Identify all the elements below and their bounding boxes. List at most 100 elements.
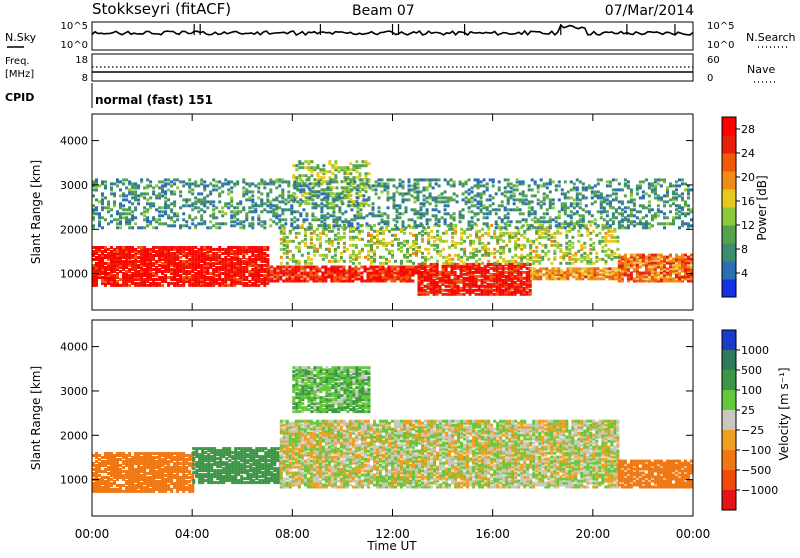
power-data-cell — [523, 244, 526, 247]
power-data-cell — [128, 246, 131, 249]
power-data-cell — [155, 226, 158, 229]
power-data-cell — [613, 240, 616, 243]
power-data-cell — [493, 262, 496, 265]
power-data-cell — [514, 260, 517, 263]
power-data-cell — [490, 224, 493, 227]
power-data-cell — [287, 190, 290, 193]
power-data-cell — [332, 198, 335, 201]
nsky-label: N.Sky — [5, 31, 37, 44]
power-data-cell — [251, 216, 254, 219]
power-data-cell — [248, 270, 251, 273]
power-data-cell — [480, 200, 483, 203]
power-data-cell — [567, 214, 570, 217]
power-data-cell — [402, 198, 405, 201]
power-data-cell — [511, 260, 514, 263]
power-data-cell — [535, 260, 538, 263]
power-data-cell — [173, 246, 176, 249]
power-data-cell — [391, 240, 394, 243]
power-data-cell — [309, 266, 312, 269]
power-data-cell — [173, 220, 176, 223]
power-data-cell — [280, 242, 283, 245]
power-data-cell — [194, 246, 197, 249]
power-data-cell — [565, 234, 568, 237]
power-data-cell — [347, 182, 350, 185]
power-data-cell — [460, 260, 463, 263]
power-data-cell — [564, 180, 567, 183]
power-data-cell — [382, 230, 385, 233]
power-data-cell — [403, 254, 406, 257]
power-data-cell — [355, 192, 358, 195]
power-data-cell — [182, 184, 185, 187]
power-data-cell — [376, 230, 379, 233]
power-data-cell — [471, 200, 474, 203]
power-data-cell — [474, 212, 477, 215]
power-data-cell — [589, 224, 592, 227]
power-data-cell — [475, 254, 478, 257]
power-data-cell — [270, 278, 273, 281]
power-data-cell — [546, 220, 549, 223]
power-data-cell — [257, 222, 260, 225]
power-data-cell — [612, 220, 615, 223]
power-data-cell — [346, 172, 349, 175]
power-data-cell — [591, 186, 594, 189]
power-data-cell — [233, 206, 236, 209]
power-data-cell — [474, 178, 477, 181]
power-data-cell — [454, 242, 457, 245]
power-data-cell — [200, 214, 203, 217]
power-data-cell — [364, 266, 367, 269]
power-data-cell — [414, 178, 417, 181]
power-data-cell — [307, 246, 310, 249]
power-data-cell — [445, 240, 448, 243]
power-data-cell — [663, 222, 666, 225]
power-data-cell — [152, 186, 155, 189]
power-data-cell — [311, 206, 314, 209]
power-data-cell — [230, 246, 233, 249]
power-data-cell — [365, 172, 368, 175]
power-data-cell — [526, 238, 529, 241]
power-data-cell — [573, 222, 576, 225]
power-data-cell — [125, 186, 128, 189]
power-data-cell — [286, 262, 289, 265]
power-data-cell — [367, 240, 370, 243]
power-data-cell — [493, 293, 496, 296]
power-data-cell — [426, 218, 429, 221]
power-data-cell — [600, 210, 603, 213]
power-data-cell — [317, 218, 320, 221]
power-data-cell — [597, 210, 600, 213]
power-data-cell — [444, 212, 447, 215]
power-data-cell — [356, 210, 359, 213]
power-data-cell — [272, 180, 275, 183]
power-data-cell — [514, 254, 517, 257]
power-data-cell — [654, 196, 657, 199]
power-data-cell — [586, 260, 589, 263]
power-data-cell — [666, 216, 669, 219]
power-data-cell — [384, 220, 387, 223]
power-data-cell — [307, 262, 310, 265]
power-data-cell — [134, 206, 137, 209]
power-data-cell — [267, 266, 270, 269]
power-data-cell — [577, 240, 580, 243]
power-data-cell — [137, 260, 140, 263]
power-data-cell — [612, 188, 615, 191]
power-data-cell — [299, 184, 302, 187]
power-data-cell — [155, 266, 158, 269]
power-data-cell — [406, 260, 409, 263]
power-data-cell — [436, 250, 439, 253]
nave-label: Nave — [747, 63, 775, 76]
power-data-cell — [541, 236, 544, 239]
power-data-cell — [396, 226, 399, 229]
power-data-cell — [257, 186, 260, 189]
power-data-cell — [161, 206, 164, 209]
power-data-cell — [454, 224, 457, 227]
power-data-cell — [161, 210, 164, 213]
power-data-cell — [385, 248, 388, 251]
power-data-cell — [526, 254, 529, 257]
power-data-cell — [128, 200, 131, 203]
power-data-cell — [672, 266, 675, 269]
power-data-cell — [104, 206, 107, 209]
power-data-cell — [610, 258, 613, 261]
power-data-cell — [158, 214, 161, 217]
power-data-cell — [116, 222, 119, 225]
power-data-cell — [382, 262, 385, 265]
power-data-cell — [236, 202, 239, 205]
